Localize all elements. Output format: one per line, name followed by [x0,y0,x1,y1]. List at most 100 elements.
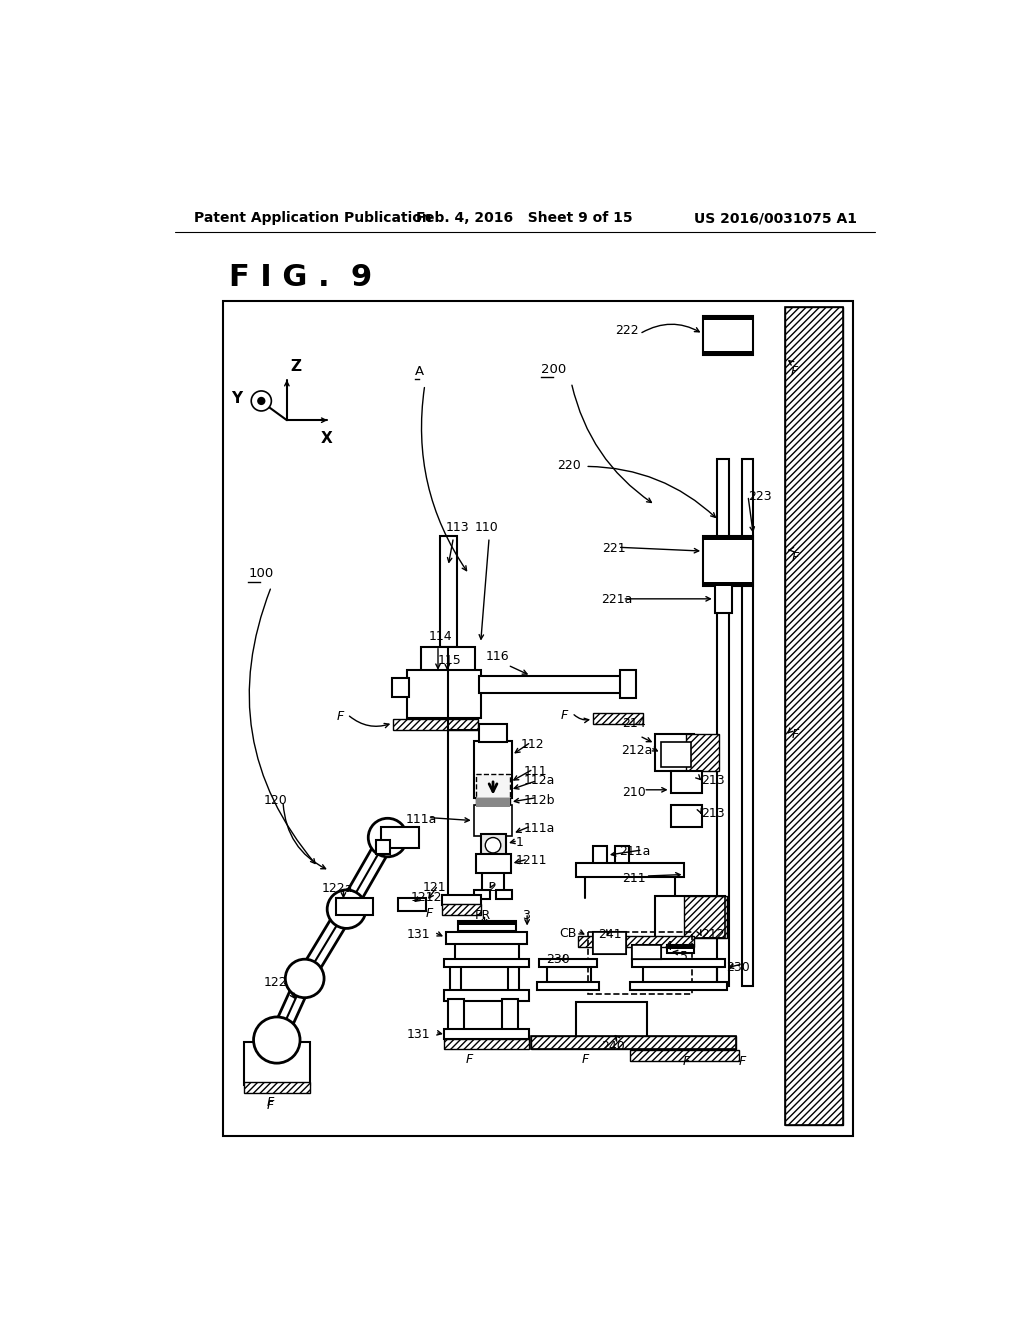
Text: F: F [739,1056,746,1068]
Bar [588,932,692,994]
Bar [479,676,623,693]
Bar [476,797,510,807]
Bar [593,846,607,865]
Text: 112a: 112a [523,775,555,788]
Bar [442,895,480,906]
Text: F: F [792,552,799,564]
Bar [444,1039,529,1049]
Text: F: F [336,710,343,723]
Bar [476,797,510,807]
Text: 211a: 211a [620,845,650,858]
Text: 111: 111 [523,766,547,779]
Text: 3: 3 [521,909,529,923]
Text: 214: 214 [623,717,646,730]
Text: 1: 1 [515,836,523,849]
Circle shape [485,838,501,853]
Text: 213: 213 [701,775,725,788]
Bar [655,896,725,939]
Text: 115: 115 [438,653,462,667]
Bar [671,805,701,826]
Bar [703,536,754,540]
Bar [445,932,527,944]
Bar [621,671,636,698]
Text: 4: 4 [665,940,672,953]
Text: 121: 121 [423,880,446,894]
Text: CB: CB [559,927,577,940]
Text: PR: PR [475,909,492,923]
Text: 113: 113 [445,521,469,535]
Text: 213: 213 [701,807,725,820]
Text: 5: 5 [680,950,688,964]
Bar [476,775,510,799]
Bar [421,647,475,673]
Bar [407,671,480,718]
Bar [458,921,516,924]
Bar [715,585,732,614]
Text: 200: 200 [541,363,566,376]
Bar [655,896,725,939]
Circle shape [251,391,271,411]
Text: X: X [321,430,333,446]
Bar [632,945,662,960]
Bar [444,990,529,1001]
Bar [539,960,597,966]
Text: F: F [682,1056,689,1068]
Bar [538,982,599,990]
Bar [593,713,643,723]
Bar [703,317,754,321]
Bar [667,945,693,953]
Text: F: F [266,1100,273,1113]
Text: 116: 116 [486,649,510,663]
Text: F: F [791,364,798,378]
Text: 230: 230 [547,953,570,966]
Bar [336,898,373,915]
Text: 131: 131 [407,1028,430,1041]
Bar [741,459,754,986]
Text: Feb. 4, 2016   Sheet 9 of 15: Feb. 4, 2016 Sheet 9 of 15 [417,211,633,226]
Bar [439,536,457,647]
Text: F: F [582,1053,589,1067]
Bar [397,898,426,911]
Text: F: F [266,1096,273,1109]
Text: 114: 114 [429,631,453,644]
Text: 100: 100 [248,568,273,581]
Bar [458,921,516,932]
Bar [393,719,478,730]
Bar [578,936,693,946]
Bar [479,725,507,742]
Bar [503,999,518,1030]
Bar [632,945,662,960]
Bar [703,582,754,586]
Text: F: F [561,709,568,722]
Text: 112: 112 [521,738,545,751]
Text: 2: 2 [488,880,497,894]
Text: 222: 222 [614,323,638,337]
Bar [785,308,844,1125]
Bar [245,1082,310,1093]
Bar [632,960,725,966]
Bar [222,301,853,1137]
Bar [717,459,729,986]
Bar [593,932,626,954]
Text: F I G .  9: F I G . 9 [228,263,372,292]
Circle shape [254,1016,300,1063]
Bar [593,932,626,954]
Text: 230: 230 [726,961,750,974]
Text: 111a: 111a [523,822,555,836]
Text: 210: 210 [623,785,646,799]
Bar [476,854,511,873]
Text: 1211: 1211 [515,854,547,867]
Bar [442,904,480,915]
Text: 111a: 111a [406,813,437,826]
Bar [474,890,489,899]
Text: F: F [792,729,799,742]
Bar [376,840,390,854]
Bar [614,846,629,865]
Bar [684,896,727,939]
Text: US 2016/0031075 A1: US 2016/0031075 A1 [693,211,856,226]
Text: 241: 241 [598,928,622,941]
Bar [575,1002,647,1040]
Bar [480,834,506,857]
Text: 211: 211 [623,873,646,886]
Text: 1212: 1212 [411,891,442,904]
